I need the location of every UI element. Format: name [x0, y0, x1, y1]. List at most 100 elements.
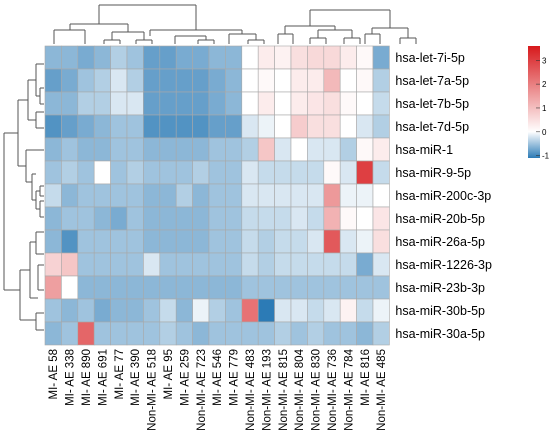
heatmap-cell	[274, 45, 292, 70]
row-label: hsa-miR-30b-5p	[395, 304, 485, 318]
heatmap-cell	[290, 160, 308, 185]
heatmap-cell	[274, 321, 292, 346]
heatmap-cells	[44, 45, 390, 346]
heatmap-cell	[159, 137, 177, 162]
heatmap-cell	[126, 321, 144, 346]
heatmap-cell	[61, 252, 79, 277]
heatmap-cell	[110, 229, 128, 254]
column-label: MI- AE 58	[48, 349, 60, 400]
heatmap-cell	[175, 45, 193, 70]
heatmap-cell	[61, 183, 79, 208]
column-label: MI- AE 95	[163, 349, 175, 400]
heatmap-cell	[93, 275, 111, 300]
heatmap-cell	[93, 137, 111, 162]
column-label: Non-MI- AE 804	[294, 348, 306, 430]
heatmap-cell	[307, 114, 325, 139]
heatmap-cell	[307, 68, 325, 93]
column-labels: MI- AE 58 MI- AE 338 MI- AE 890 MI- AE 691 M…	[48, 348, 388, 430]
row-label: hsa-miR-20b-5p	[395, 212, 485, 226]
heatmap-cell	[339, 68, 357, 93]
heatmap-cell	[208, 321, 226, 346]
heatmap-cell	[257, 183, 275, 208]
column-label: Non-MI- AE 483	[245, 349, 257, 431]
heatmap-cell	[61, 114, 79, 139]
heatmap-cell	[93, 68, 111, 93]
heatmap-cell	[241, 252, 259, 277]
column-dendrogram-branch	[364, 33, 417, 44]
legend-tick-label: 0	[542, 128, 547, 137]
heatmap-cell	[274, 183, 292, 208]
heatmap-cell	[257, 160, 275, 185]
heatmap-cell	[225, 114, 243, 139]
heatmap-cell	[93, 321, 111, 346]
heatmap-cell	[208, 229, 226, 254]
column-dendrogram-branch	[53, 29, 86, 44]
heatmap-cell	[241, 298, 259, 323]
heatmap-cell	[110, 91, 128, 116]
heatmap-cell	[77, 252, 95, 277]
heatmap-cell	[356, 298, 374, 323]
column-dendrogram-branch	[371, 27, 409, 38]
column-dendrogram-branch	[309, 37, 361, 44]
heatmap-cell	[175, 183, 193, 208]
heatmap-cell	[208, 114, 226, 139]
heatmap-cell	[356, 229, 374, 254]
row-dendrogram-branch	[27, 79, 36, 121]
row-label: hsa-miR-200c-3p	[395, 189, 491, 203]
column-label: MI- AE 816	[360, 349, 372, 406]
heatmap-cell	[110, 183, 128, 208]
heatmap-cell	[61, 91, 79, 116]
row-dendrogram-branch	[25, 149, 44, 183]
heatmap-cell	[208, 183, 226, 208]
heatmap-cell	[307, 183, 325, 208]
column-dendrogram-branch	[228, 33, 265, 44]
heatmap-cell	[257, 91, 275, 116]
heatmap-cell	[126, 114, 144, 139]
heatmap-cell	[290, 183, 308, 208]
heatmap-cell	[372, 68, 390, 93]
heatmap-cell	[208, 91, 226, 116]
heatmap-cell	[257, 68, 275, 93]
heatmap-cell	[241, 68, 259, 93]
heatmap-cell	[372, 137, 390, 162]
heatmap-cell	[192, 298, 210, 323]
heatmap-cell	[110, 321, 128, 346]
heatmap-cell	[339, 137, 357, 162]
heatmap-cell	[257, 114, 275, 139]
heatmap-cell	[339, 45, 357, 70]
heatmap-cell	[192, 45, 210, 70]
heatmap-cell	[356, 183, 374, 208]
column-dendrogram-branch	[277, 29, 353, 44]
heatmap-cell	[44, 68, 62, 93]
heatmap-cell	[143, 91, 161, 116]
column-label: Non-MI- AE 193	[261, 349, 273, 431]
heatmap-cell	[110, 137, 128, 162]
heatmap-cell	[356, 91, 374, 116]
row-dendrogram	[3, 63, 44, 331]
heatmap-cell	[77, 229, 95, 254]
row-dendrogram-branch	[35, 231, 44, 291]
heatmap-cell	[77, 91, 95, 116]
heatmap-cell	[192, 275, 210, 300]
heatmap-cell	[290, 91, 308, 116]
column-label: MI- AE 890	[81, 349, 93, 406]
heatmap-cell	[257, 298, 275, 323]
row-label: hsa-miR-30a-5p	[395, 327, 485, 341]
heatmap-cell	[126, 229, 144, 254]
heatmap-cell	[356, 160, 374, 185]
heatmap-cell	[126, 183, 144, 208]
row-dendrogram-branch	[35, 111, 44, 129]
column-dendrogram-branch	[174, 35, 215, 44]
heatmap-cell	[175, 114, 193, 139]
heatmap-cell	[208, 45, 226, 70]
heatmap-cell	[208, 68, 226, 93]
heatmap-cell	[307, 91, 325, 116]
row-dendrogram-branch	[3, 132, 20, 291]
row-label: hsa-let-7b-5p	[395, 97, 469, 111]
heatmap-cell	[323, 114, 341, 139]
heatmap-cell	[339, 229, 357, 254]
column-label: MI- AE 691	[97, 349, 109, 406]
heatmap-cell	[274, 160, 292, 185]
heatmap-cell	[126, 91, 144, 116]
